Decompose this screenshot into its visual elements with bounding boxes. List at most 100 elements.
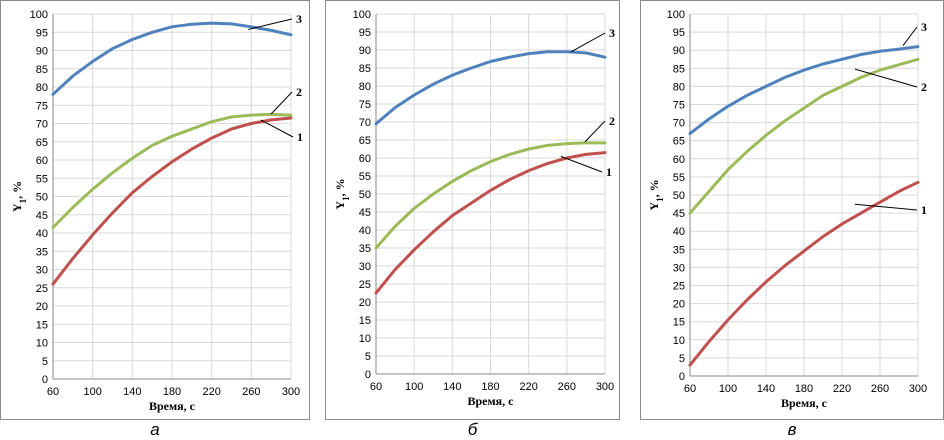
y-tick-label: 85 [36,64,48,76]
y-tick-label: 80 [673,81,685,93]
y-tick-label: 45 [36,210,48,222]
y-tick-label: 45 [359,207,371,219]
series-line-3 [51,21,293,96]
x-tick-label: 300 [909,383,927,395]
y-tick-label: 90 [36,46,48,58]
y-tick-label: 100 [30,9,48,21]
y-tick-label: 15 [673,317,685,329]
y-tick-label: 30 [673,262,685,274]
x-tick-label: 180 [481,381,499,393]
y-tick-label: 10 [673,335,685,347]
x-axis-title: Время, с [781,396,828,410]
y-tick-label: 90 [359,45,371,57]
x-tick-label: 220 [202,386,220,398]
y-tick-label: 0 [679,371,685,383]
y-tick-label: 100 [667,9,685,21]
y-tick-label: 5 [365,351,371,363]
y-tick-label: 20 [36,301,48,313]
callout-leader-3 [570,32,606,53]
chart-svg-a: 0 5 10 15 20 25 30 35 40 45 50 55 60 65 70 75 80 85 90 95 10… [10,9,303,413]
x-axis-title: Время, с [149,399,196,413]
y-tick-label: 55 [36,173,48,185]
y-tick-label: 35 [36,246,48,258]
series-line-3 [374,50,607,126]
x-tick-label: 100 [405,381,423,393]
y-tick-label: 40 [359,225,371,237]
y-tick-label: 100 [353,9,371,21]
x-tick-label: 260 [871,383,889,395]
y-tick-label: 15 [359,315,371,327]
callout-leader-2 [270,91,293,115]
y-tick-label: 95 [36,27,48,39]
series-line-3 [688,45,920,135]
x-tick-label: 60 [684,383,696,395]
y-tick-label: 40 [673,226,685,238]
series-label-1: 1 [921,203,927,217]
series-line-2 [688,57,920,215]
chart-panel-c: 0 5 10 15 20 25 30 35 40 45 50 55 60 65 70 75 80 85 90 95 10… [640,0,944,420]
callout-leader-3 [902,26,918,46]
y-tick-label: 25 [36,283,48,295]
x-tick-label: 300 [596,381,614,393]
x-tick-label: 140 [123,386,141,398]
series-label-3: 3 [296,12,302,26]
y-tick-label: 95 [673,27,685,39]
x-tick-label: 60 [370,381,382,393]
x-tick-label: 260 [242,386,260,398]
chart-panel-b: 0 5 10 15 20 25 30 35 40 45 50 55 60 65 70 75 80 85 90 95 10… [325,0,620,420]
series-line-1 [688,180,920,367]
y-tick-label: 85 [359,63,371,75]
y-tick-label: 30 [359,261,371,273]
series-line-2 [374,141,607,250]
x-tick-label: 260 [558,381,576,393]
callout-leader-2 [854,68,918,88]
y-tick-label: 80 [359,81,371,93]
series-line-2 [51,112,293,229]
panel-label-a: а [150,420,160,439]
y-tick-label: 25 [359,279,371,291]
y-tick-label: 75 [673,100,685,112]
y-tick-label: 50 [359,189,371,201]
series-label-3: 3 [921,20,927,34]
y-tick-label: 35 [359,243,371,255]
series-line-1 [51,116,293,286]
panel-label-b: б [467,420,478,439]
x-tick-label: 220 [833,383,851,395]
y-tick-label: 50 [673,190,685,202]
y-axis-title: Y1, % [647,179,665,210]
x-tick-label: 60 [47,386,59,398]
y-tick-label: 80 [36,82,48,94]
y-tick-label: 15 [36,319,48,331]
y-tick-label: 40 [36,228,48,240]
y-tick-label: 60 [36,155,48,167]
y-tick-label: 0 [42,374,48,386]
y-tick-label: 45 [673,208,685,220]
x-tick-label: 220 [519,381,537,393]
x-tick-label: 300 [282,386,300,398]
y-tick-label: 65 [36,137,48,149]
callout-leader-3 [248,18,293,30]
chart-panel-a: 0 5 10 15 20 25 30 35 40 45 50 55 60 65 70 75 80 85 90 95 10… [0,0,310,420]
x-axis-title: Время, с [468,394,515,408]
y-tick-label: 10 [36,338,48,350]
y-axis-title: Y1, % [333,178,351,209]
x-tick-label: 100 [719,383,737,395]
x-tick-label: 180 [163,386,181,398]
y-tick-label: 5 [42,356,48,368]
y-tick-label: 90 [673,45,685,57]
series-label-1: 1 [606,165,612,179]
x-tick-label: 140 [757,383,775,395]
y-tick-label: 70 [673,118,685,130]
series-label-2: 2 [296,85,302,99]
y-tick-label: 85 [673,63,685,75]
series-label-2: 2 [921,80,927,94]
y-tick-label: 50 [36,192,48,204]
series-label-1: 1 [297,130,303,144]
y-tick-label: 65 [359,135,371,147]
y-tick-label: 55 [673,172,685,184]
series-label-2: 2 [609,114,615,128]
x-tick-label: 140 [443,381,461,393]
callout-leader-1 [560,155,603,173]
x-tick-label: 100 [83,386,101,398]
y-tick-label: 75 [36,100,48,112]
